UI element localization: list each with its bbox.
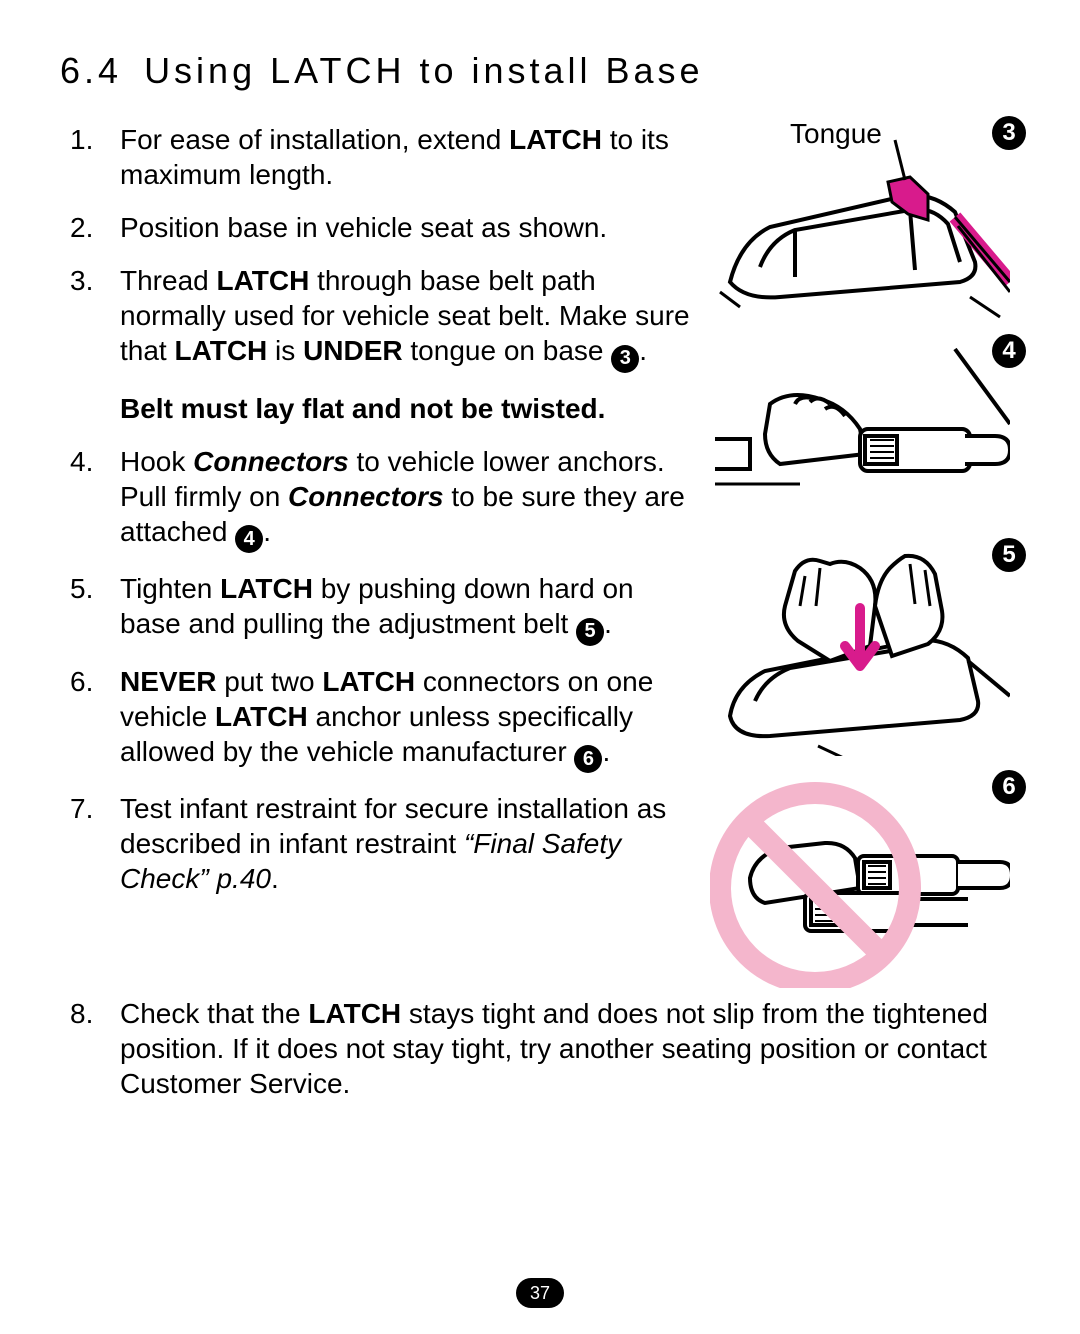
- step-4: Hook Connectors to vehicle lower anchors…: [60, 444, 690, 554]
- figure-4-illustration: [710, 344, 1010, 524]
- figure-6-illustration: [710, 778, 1010, 988]
- figure-3: Tongue 3: [710, 122, 1020, 322]
- step-1: For ease of installation, extend LATCH t…: [60, 122, 690, 192]
- figure-4: 4: [710, 344, 1020, 524]
- step-3: Thread LATCH through base belt path norm…: [60, 263, 690, 373]
- figure-6: 6: [710, 778, 1020, 988]
- figure-5-illustration: [710, 546, 1010, 756]
- ref-6-inline: 6: [574, 745, 602, 773]
- ref-3-inline: 3: [611, 345, 639, 373]
- figure-3-badge: 3: [992, 116, 1026, 150]
- section-title: Using LATCH to install Base: [144, 50, 704, 91]
- page-number: 37: [516, 1278, 564, 1308]
- step-5: Tighten LATCH by pushing down hard on ba…: [60, 571, 690, 646]
- figure-4-badge: 4: [992, 334, 1026, 368]
- figure-5: 5: [710, 546, 1020, 756]
- figure-6-badge: 6: [992, 770, 1026, 804]
- belt-flat-warning: Belt must lay flat and not be twisted.: [120, 391, 690, 426]
- section-heading: 6.4 Using LATCH to install Base: [60, 50, 1020, 92]
- step-2: Position base in vehicle seat as shown.: [60, 210, 690, 245]
- tongue-label: Tongue: [790, 118, 882, 150]
- step-8: Check that the LATCH stays tight and doe…: [60, 996, 1020, 1101]
- step-6: NEVER put two LATCH connectors on one ve…: [60, 664, 690, 774]
- section-number: 6.4: [60, 50, 122, 91]
- figure-3-illustration: [710, 122, 1010, 322]
- step-7: Test infant restraint for secure install…: [60, 791, 690, 896]
- ref-4-inline: 4: [235, 525, 263, 553]
- figure-5-badge: 5: [992, 538, 1026, 572]
- ref-5-inline: 5: [576, 618, 604, 646]
